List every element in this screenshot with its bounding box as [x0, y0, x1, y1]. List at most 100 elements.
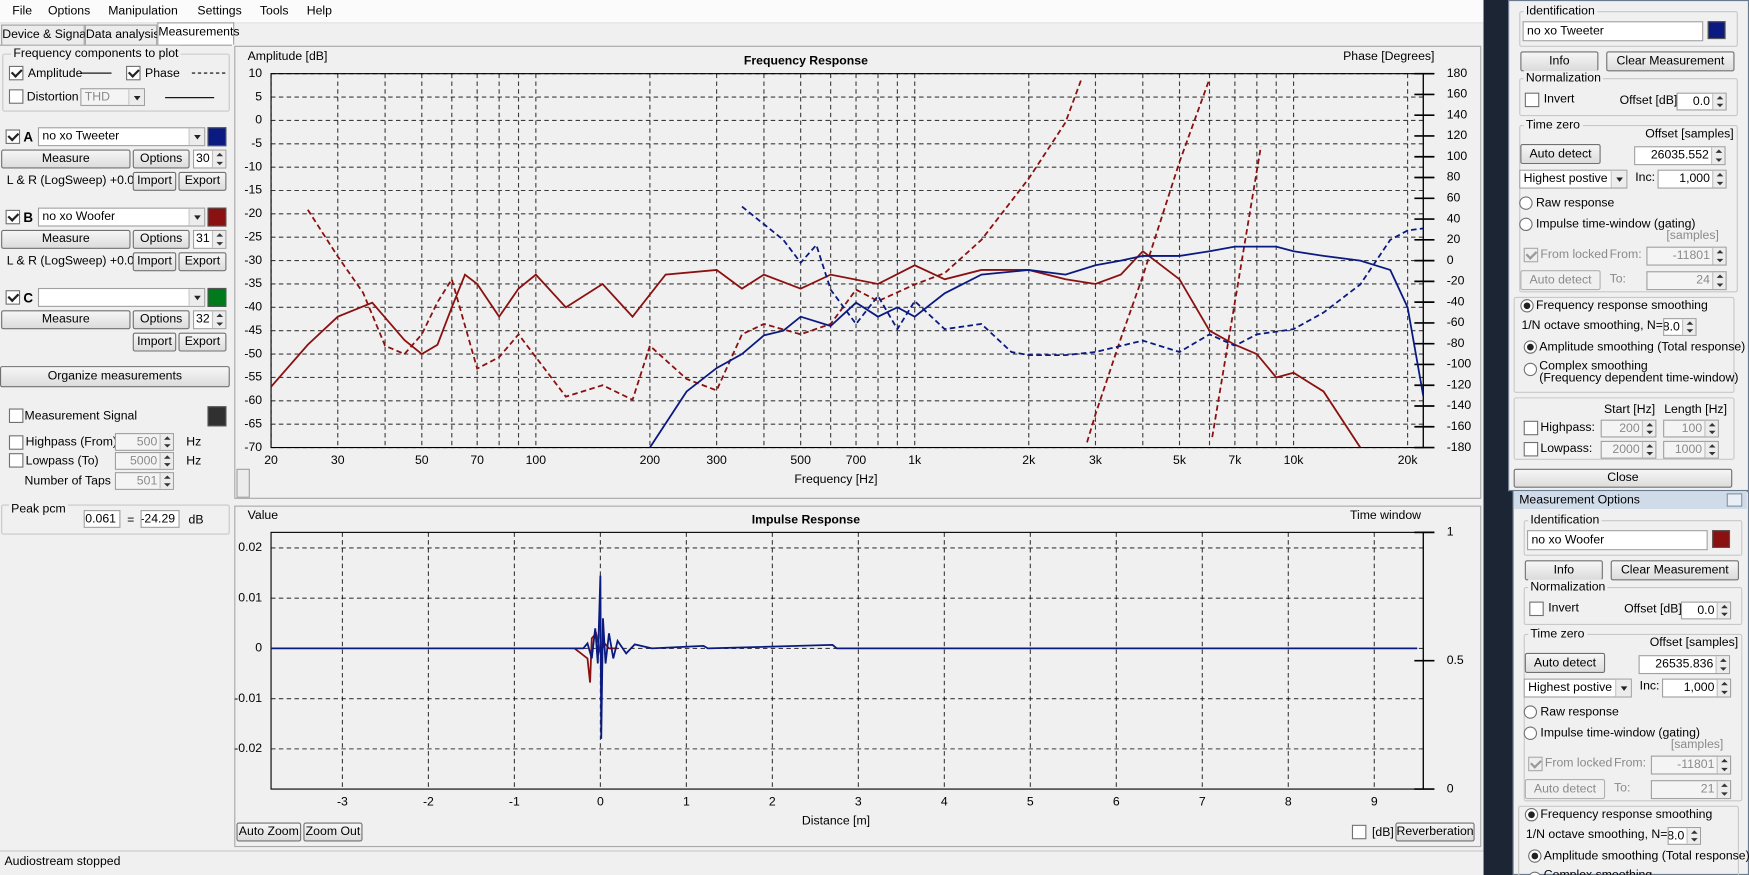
radio-button[interactable]: [1528, 849, 1542, 863]
text-field[interactable]: 0.061: [83, 510, 121, 528]
spinner[interactable]: [159, 453, 173, 469]
menu-item[interactable]: Options: [47, 4, 91, 18]
spinner[interactable]: [1704, 441, 1718, 458]
checkbox[interactable]: [1524, 92, 1540, 108]
spinner[interactable]: [1716, 602, 1731, 619]
dropdown[interactable]: Highest postive pe: [1519, 169, 1628, 189]
spinner[interactable]: [1641, 420, 1656, 437]
radio-button[interactable]: [1520, 299, 1534, 313]
organize-button[interactable]: Organize measurements: [0, 366, 230, 388]
auto-detect-button[interactable]: Auto detect: [1520, 143, 1601, 165]
number-field[interactable]: 30: [192, 149, 227, 169]
spinner[interactable]: [211, 311, 226, 329]
spinner[interactable]: [1712, 170, 1726, 188]
spinner[interactable]: [1716, 781, 1731, 798]
checkbox[interactable]: [5, 290, 21, 305]
options-button[interactable]: Options: [132, 229, 190, 249]
tab[interactable]: Measurements: [157, 22, 240, 45]
checkbox[interactable]: [5, 129, 21, 144]
dropdown-arrow[interactable]: [1610, 170, 1627, 188]
radio-button[interactable]: [1523, 726, 1538, 740]
options-button[interactable]: Options: [132, 310, 190, 330]
measurement-select[interactable]: no xo Tweeter: [37, 127, 206, 147]
spinner[interactable]: [1686, 828, 1700, 844]
radio-button[interactable]: [1523, 705, 1538, 719]
checkbox[interactable]: [8, 435, 24, 450]
checkbox[interactable]: [8, 408, 24, 423]
import-button[interactable]: Import: [132, 171, 177, 191]
spinner[interactable]: [211, 231, 226, 248]
dropdown-arrow[interactable]: [188, 289, 205, 306]
radio-button[interactable]: [1524, 808, 1539, 822]
import-button[interactable]: Import: [132, 252, 177, 272]
options-button[interactable]: Options: [132, 149, 190, 169]
dropdown-arrow[interactable]: [188, 128, 205, 146]
measure-button[interactable]: Measure: [1, 229, 131, 249]
name-field[interactable]: no xo Woofer: [1527, 530, 1708, 551]
spinner[interactable]: [1712, 93, 1726, 110]
text-field[interactable]: -24.29: [140, 510, 180, 528]
menu-item[interactable]: File: [12, 4, 33, 18]
import-button[interactable]: Import: [132, 332, 177, 352]
text-field[interactable]: 8.0: [1667, 827, 1702, 845]
color-swatch[interactable]: [1707, 21, 1726, 40]
menu-item[interactable]: Tools: [259, 4, 289, 18]
close-window-button[interactable]: [1726, 493, 1743, 507]
spinner[interactable]: [1712, 272, 1726, 290]
info-button[interactable]: Info: [1524, 560, 1603, 581]
radio-button[interactable]: [1519, 217, 1533, 232]
text-field[interactable]: 1,000: [1657, 169, 1727, 189]
name-field[interactable]: no xo Tweeter: [1522, 21, 1704, 42]
spinner[interactable]: [1682, 319, 1696, 335]
export-button[interactable]: Export: [178, 332, 227, 352]
spinner[interactable]: [1641, 441, 1656, 458]
measurement-select[interactable]: no xo Woofer: [37, 207, 206, 227]
menu-item[interactable]: Help: [306, 4, 332, 18]
dropdown-arrow[interactable]: [1615, 679, 1631, 697]
export-button[interactable]: Export: [178, 252, 227, 272]
spinner[interactable]: [1716, 756, 1731, 774]
text-field[interactable]: 0.0: [1676, 92, 1727, 111]
menu-item[interactable]: Manipulation: [108, 4, 178, 18]
checkbox[interactable]: [8, 89, 24, 104]
checkbox[interactable]: [1523, 420, 1539, 436]
measurement-select[interactable]: [37, 287, 206, 307]
auto-detect-button[interactable]: Auto detect: [1524, 652, 1606, 673]
auto-zoom-button[interactable]: Auto Zoom: [236, 822, 302, 842]
spinner[interactable]: [1712, 247, 1726, 265]
spinner[interactable]: [159, 473, 173, 489]
number-field[interactable]: 31: [192, 229, 227, 249]
color-swatch[interactable]: [207, 287, 227, 307]
menu-item[interactable]: Settings: [197, 4, 242, 18]
radio-button[interactable]: [1523, 362, 1538, 377]
color-swatch[interactable]: [207, 127, 227, 147]
color-swatch[interactable]: [1712, 530, 1731, 548]
spinner[interactable]: [211, 150, 226, 168]
close-button[interactable]: Close: [1513, 468, 1733, 488]
number-field[interactable]: 32: [192, 310, 227, 330]
tab[interactable]: Device & Signal: [1, 24, 89, 45]
measure-button[interactable]: Measure: [1, 310, 131, 330]
checkbox[interactable]: [8, 453, 24, 468]
radio-button[interactable]: [1523, 340, 1538, 354]
export-button[interactable]: Export: [178, 171, 227, 191]
checkbox[interactable]: [1523, 441, 1539, 457]
spinner[interactable]: [1716, 679, 1731, 697]
spinner[interactable]: [1704, 420, 1718, 437]
checkbox[interactable]: [1351, 824, 1367, 840]
tab[interactable]: Data analysis: [84, 24, 160, 45]
info-button[interactable]: Info: [1520, 51, 1599, 72]
text-field[interactable]: 26535.836: [1638, 655, 1731, 675]
text-field[interactable]: 1,000: [1661, 678, 1732, 698]
spinner[interactable]: [1711, 147, 1725, 165]
color-swatch[interactable]: [207, 207, 227, 227]
spinner[interactable]: [159, 434, 173, 450]
dropdown-arrow[interactable]: [188, 208, 205, 226]
checkbox[interactable]: [126, 65, 141, 81]
color-swatch[interactable]: [207, 406, 227, 427]
measure-button[interactable]: Measure: [1, 149, 131, 169]
radio-button[interactable]: [1519, 196, 1533, 210]
checkbox[interactable]: [5, 209, 21, 225]
clear-button[interactable]: Clear Measurement: [1606, 51, 1735, 72]
dropdown-arrow[interactable]: [128, 89, 144, 105]
